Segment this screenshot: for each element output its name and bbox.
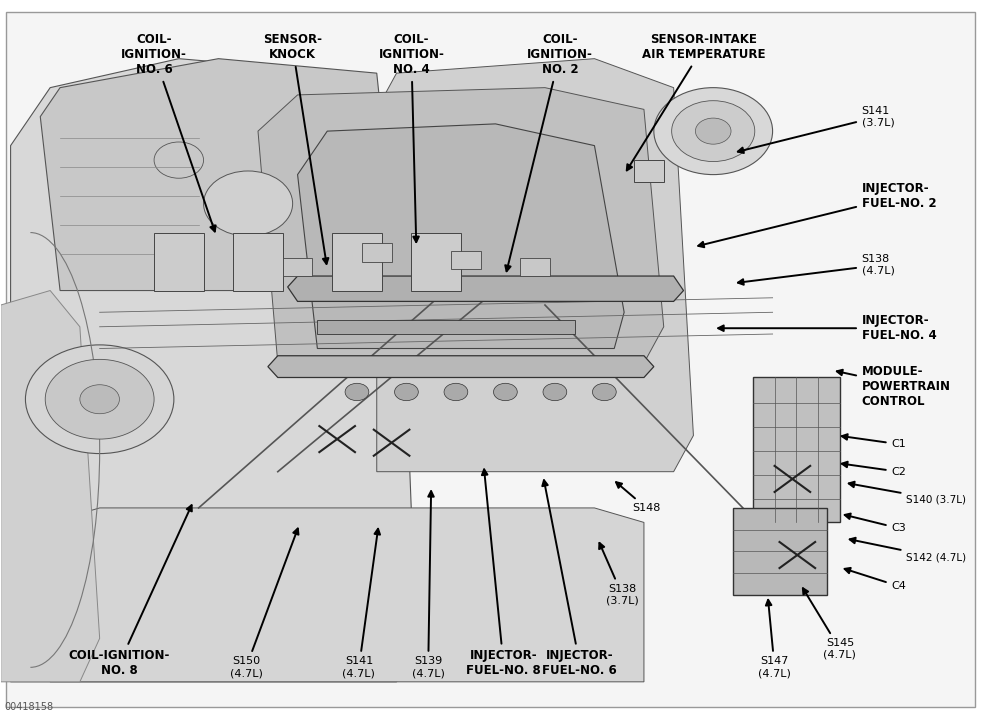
Circle shape <box>444 383 468 401</box>
Text: COIL-IGNITION-
NO. 8: COIL-IGNITION- NO. 8 <box>68 505 192 677</box>
Text: C3: C3 <box>844 513 906 533</box>
Circle shape <box>543 383 567 401</box>
Polygon shape <box>297 124 624 348</box>
Circle shape <box>654 88 773 174</box>
Text: S138
(3.7L): S138 (3.7L) <box>600 543 638 605</box>
Text: INJECTOR-
FUEL-NO. 4: INJECTOR- FUEL-NO. 4 <box>718 314 936 342</box>
Circle shape <box>80 385 120 414</box>
Text: S141
(3.7L): S141 (3.7L) <box>738 106 895 153</box>
Text: S142 (4.7L): S142 (4.7L) <box>849 538 966 562</box>
Circle shape <box>203 171 292 236</box>
Text: S139
(4.7L): S139 (4.7L) <box>412 491 445 678</box>
Polygon shape <box>1 290 100 682</box>
Bar <box>733 508 827 595</box>
Text: S150
(4.7L): S150 (4.7L) <box>230 529 298 678</box>
Text: S141
(4.7L): S141 (4.7L) <box>343 529 380 678</box>
Polygon shape <box>51 508 644 682</box>
Text: C1: C1 <box>841 434 906 449</box>
Circle shape <box>394 383 418 401</box>
Text: INJECTOR-
FUEL-NO. 8: INJECTOR- FUEL-NO. 8 <box>466 470 541 677</box>
Text: S138
(4.7L): S138 (4.7L) <box>738 254 895 285</box>
Polygon shape <box>287 276 684 301</box>
Polygon shape <box>268 356 654 378</box>
Bar <box>634 160 664 182</box>
Circle shape <box>494 383 517 401</box>
Polygon shape <box>41 59 396 290</box>
Polygon shape <box>377 59 694 472</box>
Circle shape <box>154 142 203 178</box>
Text: SENSOR-
KNOCK: SENSOR- KNOCK <box>264 33 328 264</box>
Polygon shape <box>11 59 416 682</box>
Text: COIL-
IGNITION-
NO. 6: COIL- IGNITION- NO. 6 <box>121 33 216 232</box>
Text: S148: S148 <box>616 482 660 513</box>
Bar <box>154 232 203 290</box>
Text: C4: C4 <box>844 568 906 591</box>
Text: MODULE-
POWERTRAIN
CONTROL: MODULE- POWERTRAIN CONTROL <box>836 364 950 408</box>
Circle shape <box>46 359 154 439</box>
Circle shape <box>26 345 173 454</box>
Bar <box>282 258 312 276</box>
Circle shape <box>672 101 755 162</box>
Polygon shape <box>258 88 664 363</box>
Bar <box>332 232 382 290</box>
Text: COIL-
IGNITION-
NO. 2: COIL- IGNITION- NO. 2 <box>505 33 593 272</box>
Bar <box>362 243 391 261</box>
Text: 00418158: 00418158 <box>5 702 54 712</box>
Text: S145
(4.7L): S145 (4.7L) <box>803 588 856 660</box>
Circle shape <box>593 383 616 401</box>
Bar <box>451 250 481 269</box>
Text: INJECTOR-
FUEL-NO. 2: INJECTOR- FUEL-NO. 2 <box>699 182 936 248</box>
Polygon shape <box>317 319 575 334</box>
Text: INJECTOR-
FUEL-NO. 6: INJECTOR- FUEL-NO. 6 <box>542 480 617 677</box>
Text: SENSOR-INTAKE
AIR TEMPERATURE: SENSOR-INTAKE AIR TEMPERATURE <box>626 33 765 171</box>
Bar <box>411 232 461 290</box>
Bar <box>233 232 282 290</box>
Text: S147
(4.7L): S147 (4.7L) <box>758 600 791 678</box>
Text: S140 (3.7L): S140 (3.7L) <box>848 481 966 505</box>
Bar <box>520 258 550 276</box>
Circle shape <box>696 118 731 144</box>
Text: COIL-
IGNITION-
NO. 4: COIL- IGNITION- NO. 4 <box>379 33 444 242</box>
Bar <box>753 378 840 523</box>
Text: C2: C2 <box>841 462 906 477</box>
Circle shape <box>345 383 369 401</box>
